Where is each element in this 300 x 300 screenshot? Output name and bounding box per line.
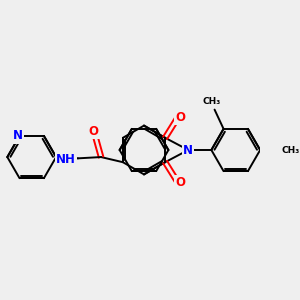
Text: O: O bbox=[175, 176, 185, 189]
Text: CH₃: CH₃ bbox=[282, 146, 300, 154]
Text: NH: NH bbox=[56, 153, 76, 166]
Text: N: N bbox=[183, 143, 193, 157]
Text: N: N bbox=[13, 129, 23, 142]
Text: O: O bbox=[88, 125, 98, 138]
Text: O: O bbox=[175, 111, 185, 124]
Text: CH₃: CH₃ bbox=[203, 97, 221, 106]
